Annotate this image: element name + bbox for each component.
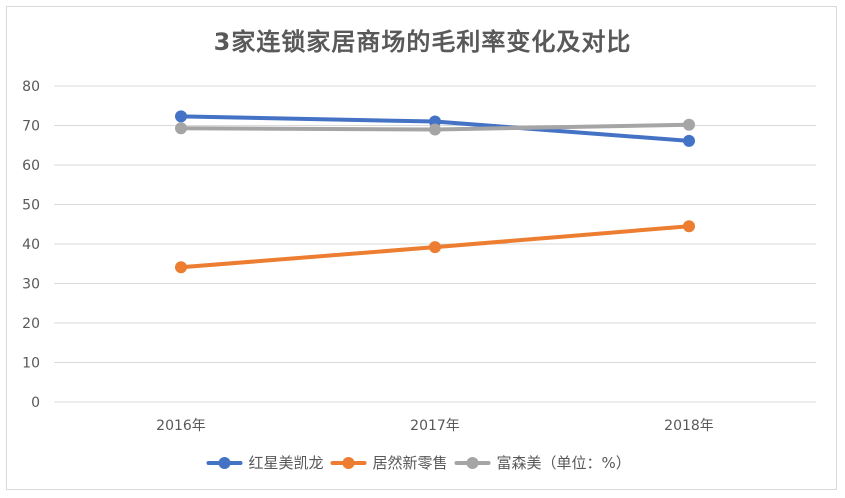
data-point: [175, 122, 187, 135]
data-point: [683, 220, 695, 233]
legend-marker: [342, 457, 355, 469]
legend-label: 居然新零售: [373, 454, 448, 472]
y-tick-label: 80: [22, 79, 40, 95]
legend-item: 富森美（单位：%）: [454, 454, 631, 472]
chart-title: 3家连锁家居商场的毛利率变化及对比: [213, 28, 632, 56]
legend-label: 红星美凯龙: [249, 454, 324, 472]
y-tick-label: 60: [22, 158, 40, 174]
y-tick-label: 20: [22, 316, 40, 332]
y-tick-label: 30: [22, 277, 40, 293]
legend-item: 红星美凯龙: [206, 454, 324, 472]
y-tick-label: 10: [22, 356, 40, 372]
series-2: [175, 220, 695, 274]
y-tick-label: 40: [22, 237, 40, 253]
data-point: [683, 134, 695, 147]
legend-label: 富森美（单位：%）: [497, 454, 631, 472]
x-tick-label: 2016年: [156, 418, 206, 434]
data-point: [175, 261, 187, 274]
x-tick-label: 2018年: [664, 418, 714, 434]
legend: 红星美凯龙 居然新零售 富森美（单位：%）: [206, 454, 631, 472]
y-tick-label: 70: [22, 119, 40, 135]
y-axis-ticks: 0 10 20 30 40 50 60 70 80: [22, 79, 40, 411]
legend-marker: [466, 457, 479, 469]
legend-marker: [218, 457, 231, 469]
data-point: [429, 123, 441, 136]
data-point: [429, 241, 441, 254]
series-3: [175, 118, 695, 136]
series-lines: [175, 110, 695, 274]
y-tick-label: 0: [31, 395, 40, 411]
y-tick-label: 50: [22, 198, 40, 214]
data-point: [683, 118, 695, 131]
legend-item: 居然新零售: [330, 454, 448, 472]
x-axis-ticks: 2016年 2017年 2018年: [156, 418, 714, 434]
data-point: [175, 110, 187, 123]
x-tick-label: 2017年: [410, 418, 460, 434]
gridlines: [54, 85, 816, 403]
